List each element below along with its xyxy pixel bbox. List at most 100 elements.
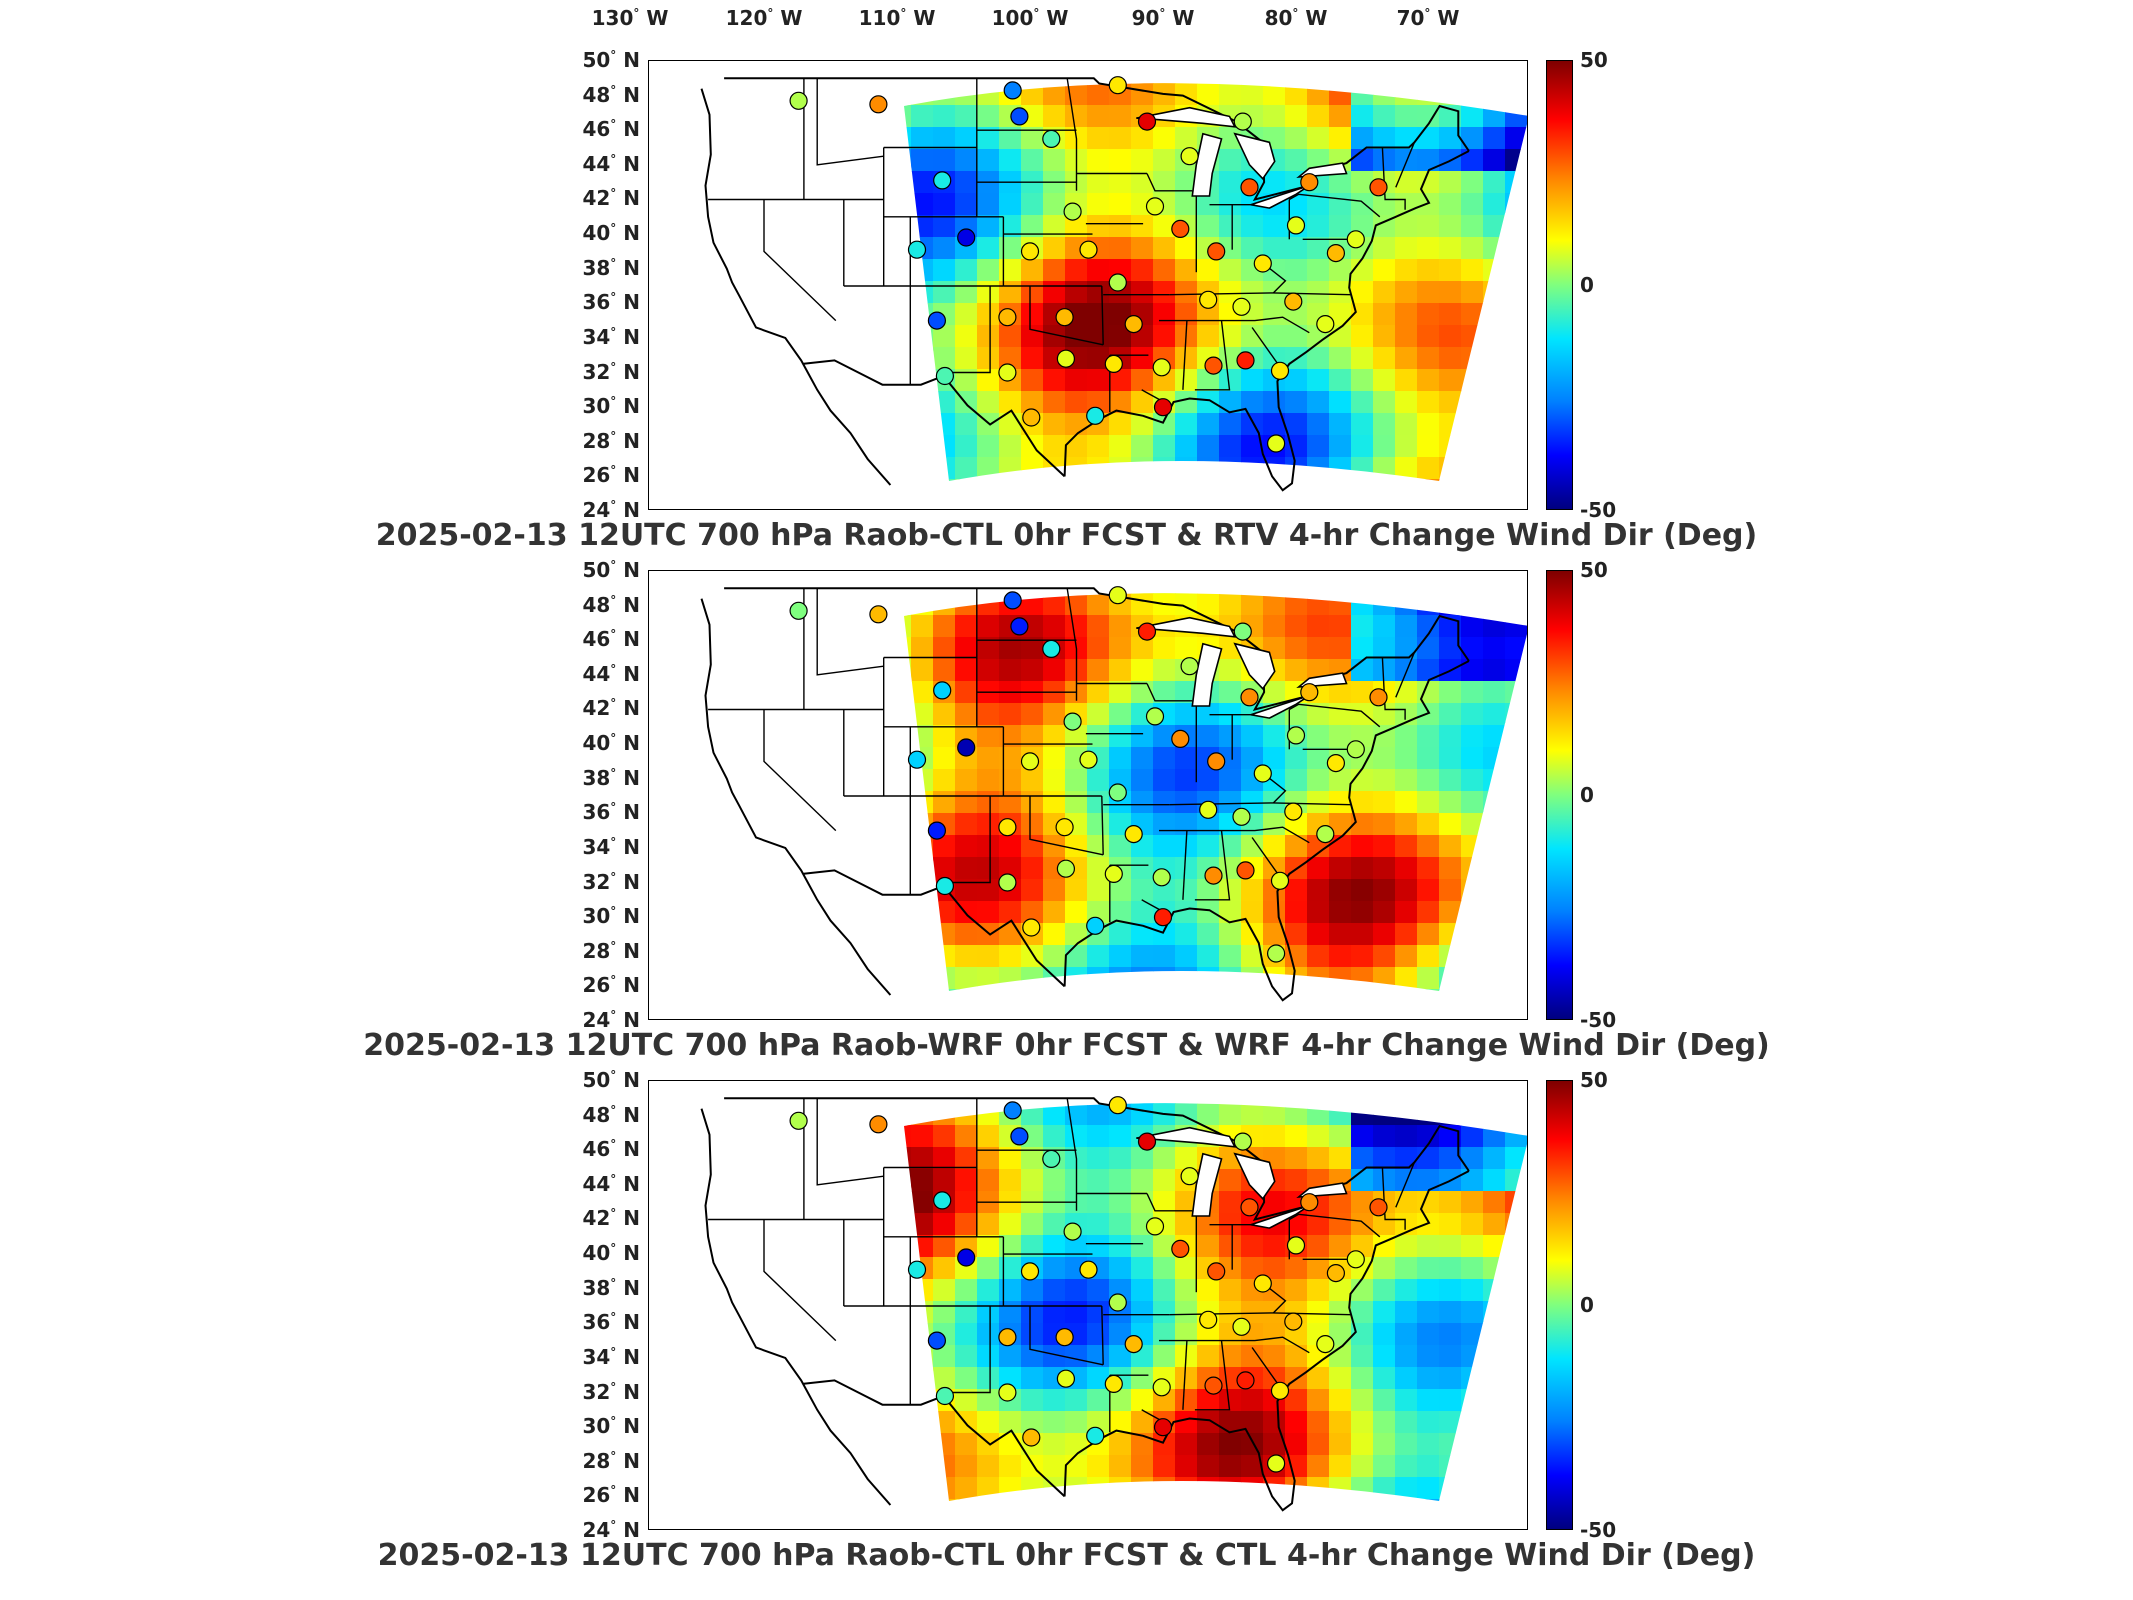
field-cell [1131, 1499, 1154, 1501]
field-cell [1417, 945, 1440, 968]
field-cell [933, 659, 956, 682]
raob-station-marker [1180, 657, 1199, 676]
raob-station-marker [1003, 591, 1022, 610]
field-cell [1483, 703, 1506, 726]
field-cell [1307, 1235, 1330, 1258]
field-cell [1505, 1345, 1527, 1368]
field-cell [977, 1367, 1000, 1390]
raob-station-marker [1022, 408, 1041, 427]
field-cell [1439, 791, 1462, 814]
great-lake [1233, 1152, 1276, 1200]
field-cell [977, 149, 1000, 172]
raob-station-marker [1171, 729, 1190, 748]
field-cell [1373, 593, 1396, 594]
field-cell [904, 879, 912, 902]
field-cell [1219, 967, 1242, 990]
field-cell [1461, 325, 1484, 348]
field-cell [911, 681, 934, 704]
field-cell [1439, 259, 1462, 282]
field-cell [1109, 879, 1132, 902]
field-cell [1065, 391, 1088, 414]
field-cell [1439, 923, 1462, 946]
field-cell [1351, 1213, 1374, 1236]
field-cell [1285, 1011, 1308, 1020]
field-cell [1219, 259, 1242, 282]
field-cell [1483, 413, 1506, 436]
field-cell [1395, 83, 1418, 106]
field-cell [1373, 83, 1396, 84]
field-cell [1351, 281, 1374, 304]
longitude-label: 100° W [991, 6, 1069, 30]
field-cell [1109, 1191, 1132, 1214]
raob-station-marker [1369, 688, 1388, 707]
raob-station-marker [933, 681, 952, 700]
field-cell [1373, 1411, 1396, 1434]
field-cell [911, 615, 934, 638]
field-cell [1087, 681, 1110, 704]
colorbar-tick-label: 50 [1580, 48, 1608, 72]
field-cell [1219, 1191, 1242, 1214]
field-cell [1483, 681, 1506, 704]
raob-station-marker [1369, 178, 1388, 197]
field-cell [1461, 1125, 1484, 1148]
colorbar-tick-label: 50 [1580, 1068, 1608, 1092]
field-cell [1417, 1477, 1440, 1500]
state-border [1101, 1305, 1104, 1365]
state-border [1159, 1336, 1310, 1354]
field-cell [1527, 1455, 1528, 1478]
field-cell [1065, 791, 1088, 814]
field-cell [1417, 259, 1440, 282]
field-cell [1087, 1301, 1110, 1324]
field-cell [1087, 1169, 1110, 1192]
field-cell [1527, 1081, 1528, 1104]
field-cell [1461, 479, 1484, 481]
colorbar [1546, 1080, 1573, 1530]
field-cell [1505, 413, 1527, 436]
field-cell [1329, 105, 1352, 128]
field-cell [911, 1279, 934, 1302]
field-cell [1461, 1147, 1484, 1170]
field-cell [1527, 127, 1528, 150]
field-cell [1241, 1411, 1264, 1434]
field-cell [1417, 1257, 1440, 1280]
field-cell [999, 1279, 1022, 1302]
field-cell [1461, 1389, 1484, 1412]
latitude-label: 48° N [582, 592, 640, 617]
field-cell [1483, 725, 1506, 748]
field-cell [1527, 171, 1528, 194]
field-cell [1175, 593, 1198, 594]
field-cell [904, 593, 912, 594]
field-cell [1153, 989, 1176, 991]
field-cell [933, 967, 956, 990]
field-cell [1461, 1279, 1484, 1302]
field-cell [1417, 725, 1440, 748]
latitude-label: 26° N [582, 1483, 640, 1508]
field-cell [1197, 83, 1220, 84]
field-cell [1241, 967, 1264, 990]
field-cell [1505, 1477, 1527, 1500]
raob-station-marker [1063, 202, 1082, 221]
raob-station-marker [1010, 107, 1029, 126]
field-cell [1439, 857, 1462, 880]
field-cell [1109, 193, 1132, 216]
field-cell [1505, 259, 1527, 282]
field-cell [904, 1477, 912, 1500]
field-cell [1439, 215, 1462, 238]
field-cell [1461, 1455, 1484, 1478]
field-cell [911, 857, 934, 880]
field-cell [1087, 1279, 1110, 1302]
field-cell [1373, 369, 1396, 392]
state-border [1182, 830, 1188, 900]
field-cell [1483, 1477, 1506, 1500]
field-cell [1505, 1499, 1527, 1501]
field-cell [1439, 171, 1462, 194]
field-cell [1131, 1103, 1154, 1104]
field-cell [1483, 347, 1506, 370]
field-cell [1219, 1433, 1242, 1456]
field-cell [999, 149, 1022, 172]
field-cell [1175, 237, 1198, 260]
field-cell [1329, 193, 1352, 216]
field-cell [1395, 215, 1418, 238]
field-cell [1043, 659, 1066, 682]
field-cell [1439, 769, 1462, 792]
